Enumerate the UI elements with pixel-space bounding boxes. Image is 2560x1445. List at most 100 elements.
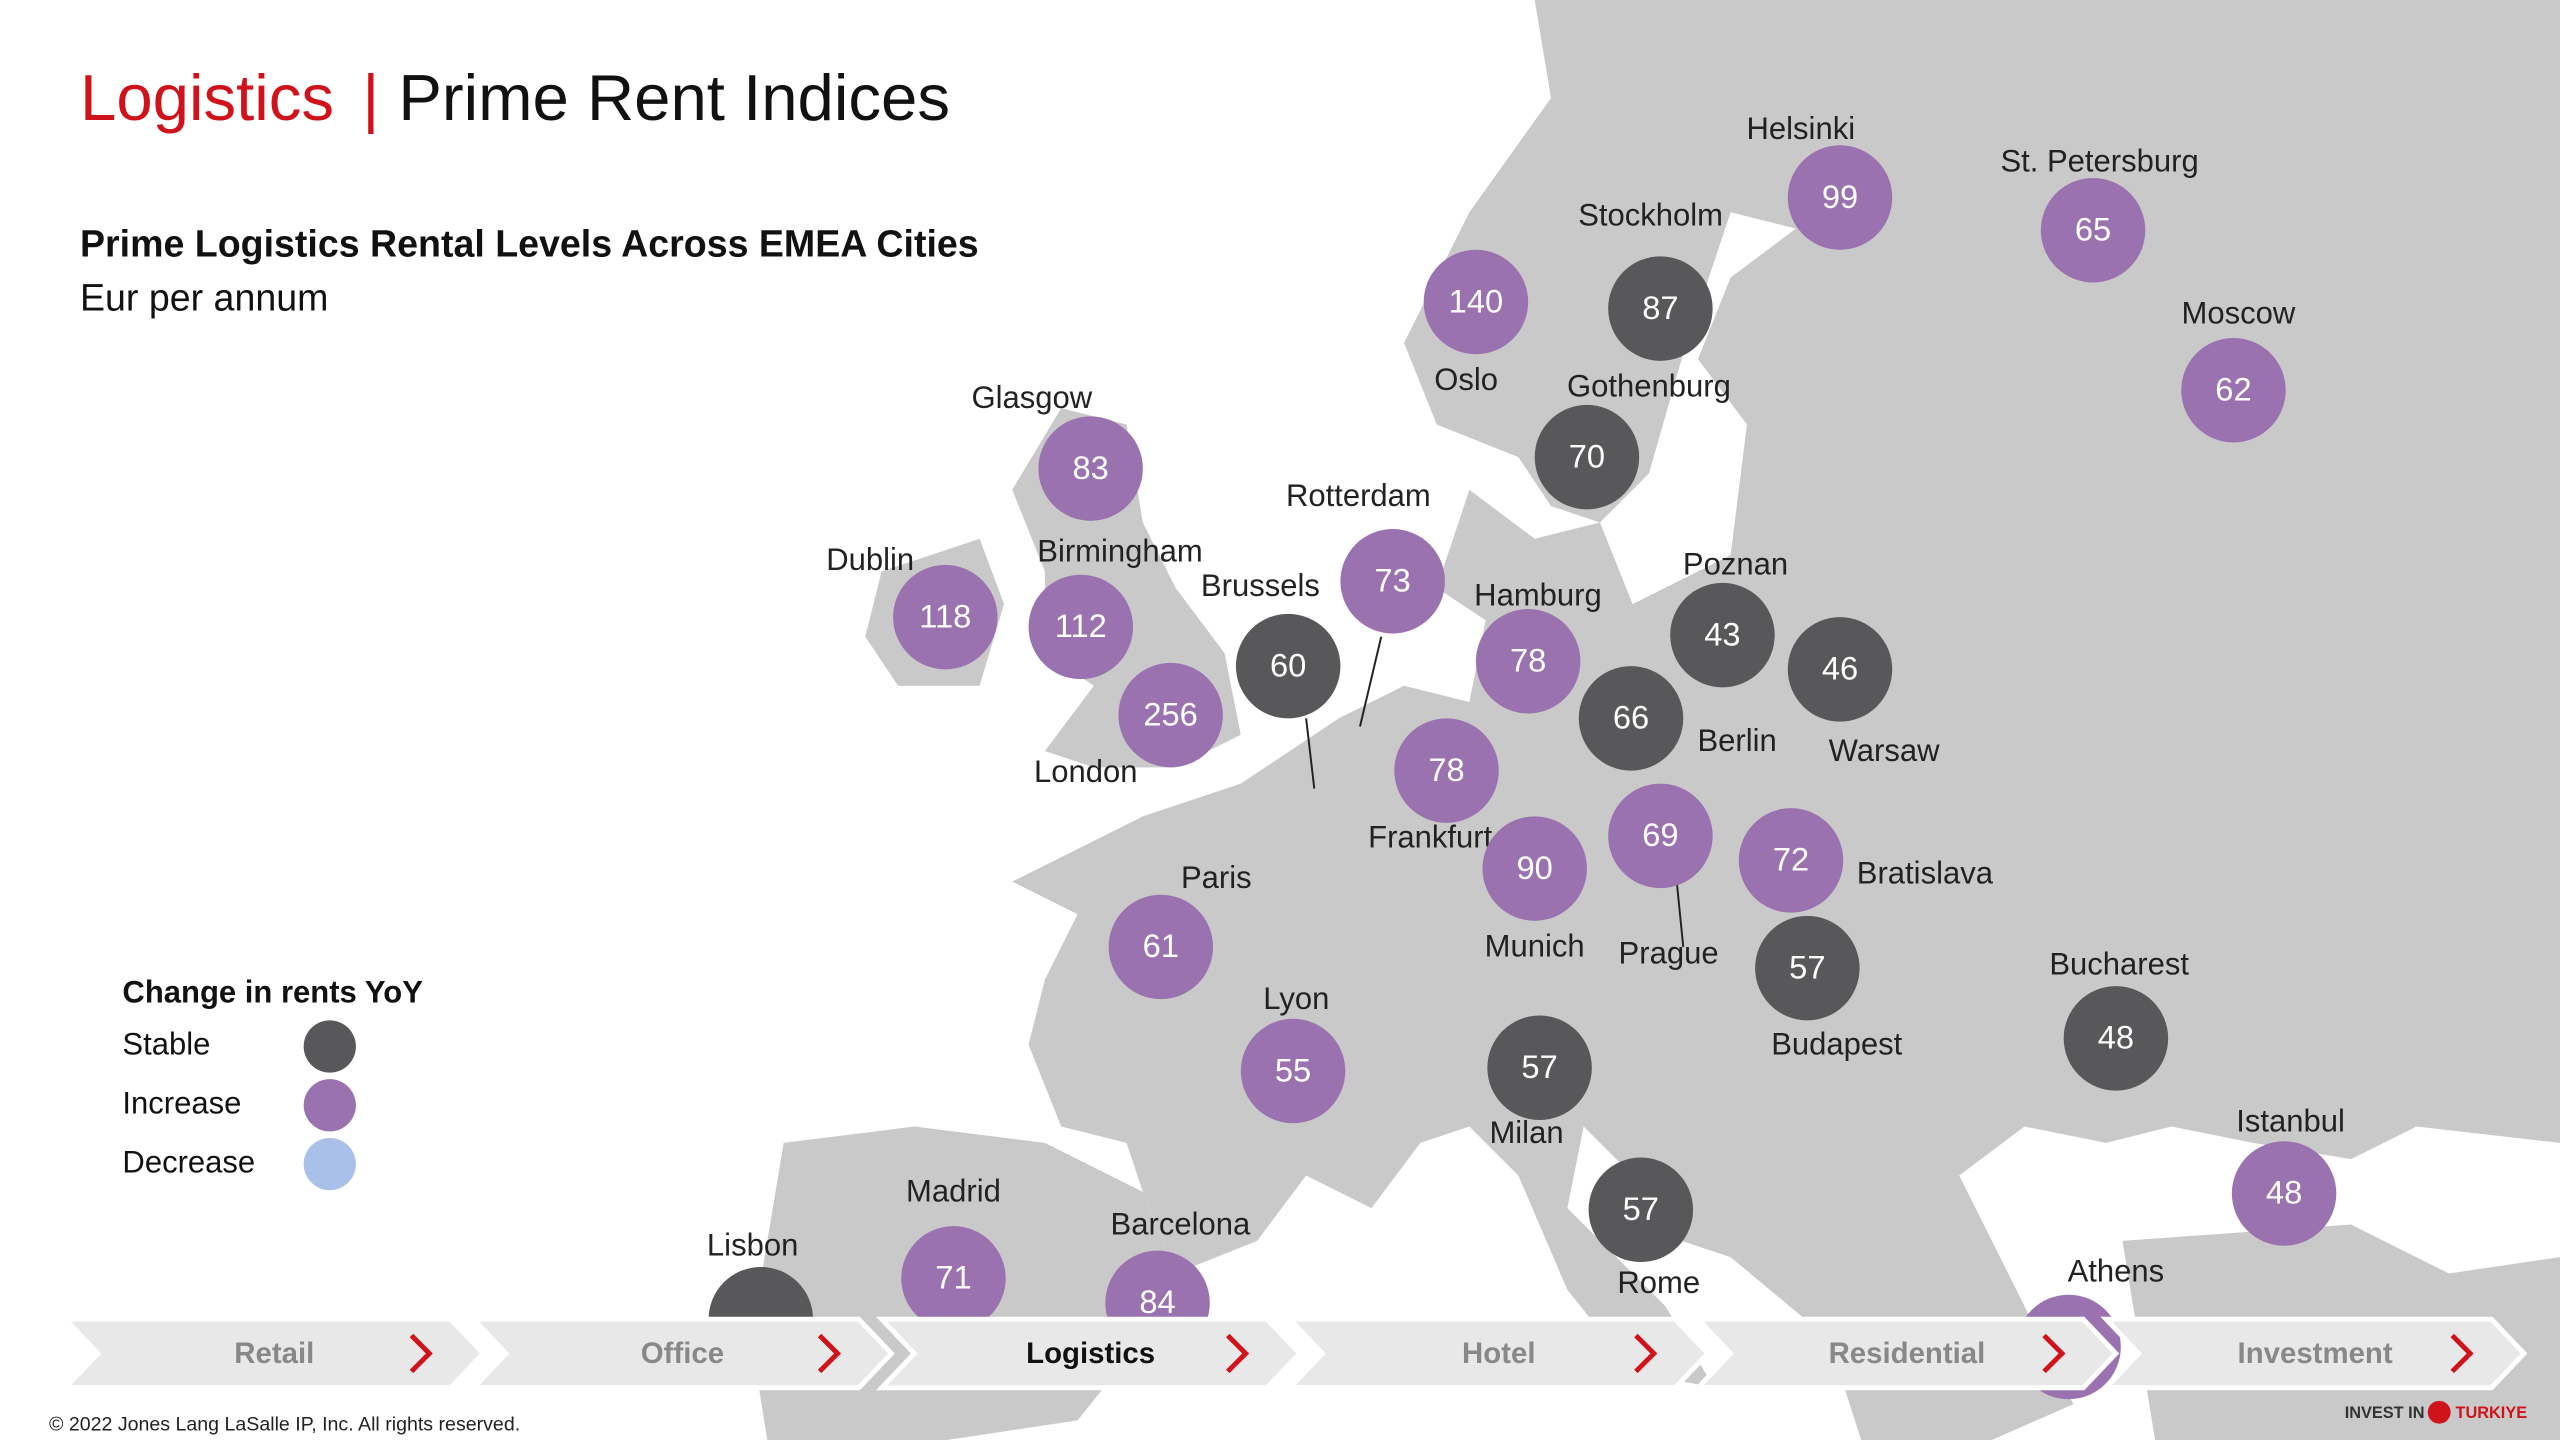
tab-arrow <box>817 1333 842 1374</box>
logo-icon <box>2427 1400 2451 1424</box>
logo-left: INVEST IN <box>2345 1404 2425 1422</box>
city-marker <box>1394 718 1499 823</box>
legend-title: Change in rents YoY <box>122 974 423 1009</box>
leader-line <box>1305 718 1316 789</box>
city-marker <box>1787 617 1893 722</box>
city-value: 118 <box>919 597 971 634</box>
city-value: 48 <box>2098 1019 2134 1056</box>
city-marker <box>1475 608 1581 714</box>
tab-arrow <box>1634 1333 1658 1374</box>
city-name: Hamburg <box>1474 578 1602 613</box>
leader-line <box>1675 881 1685 948</box>
city-value: 140 <box>1449 282 1503 319</box>
city-name: Paris <box>1181 860 1252 895</box>
tab-label[interactable]: Investment <box>2238 1337 2393 1370</box>
tab-label[interactable]: Office <box>641 1337 724 1370</box>
city-marker <box>1608 256 1713 361</box>
city-name: Lyon <box>1263 981 1329 1016</box>
tab-shape[interactable] <box>1284 1316 1712 1391</box>
tab-shape[interactable] <box>875 1316 1303 1391</box>
city-name: Moscow <box>2181 295 2295 330</box>
city-name: Gothenburg <box>1567 369 1731 404</box>
city-name: Milan <box>1489 1115 1563 1150</box>
cities: 99 Helsinki 65 St. Petersburg 87 Stockholm 140… <box>707 111 2345 1400</box>
city-name: Budapest <box>1771 1027 1902 1062</box>
city-marker <box>1240 1018 1346 1124</box>
tab-label[interactable]: Residential <box>1829 1337 1986 1370</box>
city-marker <box>1534 404 1640 510</box>
city-marker <box>1423 249 1529 355</box>
city-name: Glasgow <box>972 380 1093 415</box>
tab-label[interactable]: Hotel <box>1462 1337 1535 1370</box>
city-marker <box>1738 808 1844 913</box>
city-name: Barcelona <box>1111 1206 1251 1241</box>
city-name: Rotterdam <box>1286 478 1431 513</box>
leader-lines <box>1305 636 1685 948</box>
city-marker <box>1670 582 1775 688</box>
legend-swatch <box>303 1079 356 1132</box>
tab-label[interactable]: Logistics <box>1026 1337 1155 1370</box>
city-value: 90 <box>1517 849 1553 886</box>
city-name: Brussels <box>1201 568 1320 603</box>
city-name: Athens <box>2068 1254 2165 1289</box>
city-marker <box>1482 816 1587 921</box>
city-name: Helsinki <box>1747 111 1856 146</box>
city-name: St. Petersburg <box>2000 143 2198 178</box>
city-marker <box>1787 145 1893 250</box>
city-value: 61 <box>1143 927 1179 964</box>
city-value: 84 <box>1139 1283 1175 1320</box>
city-value: 112 <box>1055 607 1107 644</box>
city-value: 72 <box>1773 841 1809 878</box>
tab-shape[interactable] <box>1692 1316 2120 1391</box>
city-marker <box>2231 1141 2337 1246</box>
city-value: 55 <box>1275 1051 1311 1088</box>
city-name: Oslo <box>1434 362 1498 397</box>
city-name: Dublin <box>826 542 914 577</box>
tab-arrow <box>1226 1333 1250 1374</box>
title-separator: | <box>362 61 379 134</box>
city-marker <box>1235 613 1341 719</box>
city-value: 57 <box>1521 1048 1557 1085</box>
city-name: Birmingham <box>1037 534 1202 569</box>
city-name: Frankfurt <box>1368 819 1492 854</box>
city-marker <box>2063 986 2169 1091</box>
tab-label[interactable]: Retail <box>234 1337 314 1370</box>
city-name: Warsaw <box>1829 733 1940 768</box>
tabs: Retail Office Logistics Hotel Residential Inv… <box>59 1316 2528 1391</box>
city-name: Berlin <box>1697 723 1776 758</box>
city-value: 65 <box>2075 210 2111 247</box>
city-value: 71 <box>935 1259 971 1296</box>
city-name: London <box>1034 754 1138 789</box>
city-value: 57 <box>1789 948 1825 985</box>
tab-arrow <box>2450 1333 2474 1374</box>
city-value: 60 <box>1270 646 1306 683</box>
unit: Eur per annum <box>80 276 328 318</box>
tab-shape[interactable] <box>467 1316 895 1391</box>
subtitle: Prime Logistics Rental Levels Across EME… <box>80 222 979 264</box>
city-marker <box>1118 662 1223 768</box>
city-value: 62 <box>2215 370 2251 407</box>
legend-label: Stable <box>122 1027 210 1062</box>
city-value: 78 <box>1428 751 1464 788</box>
city-marker <box>1578 666 1684 771</box>
city-value: 69 <box>1642 816 1678 853</box>
title-accent: Logistics <box>80 61 334 134</box>
city-name: Lisbon <box>707 1228 798 1263</box>
city-value: 70 <box>1569 437 1605 474</box>
city-value: 83 <box>1072 449 1108 486</box>
city-marker <box>1608 783 1713 889</box>
tab-shape[interactable] <box>2100 1316 2528 1391</box>
city-value: 57 <box>1623 1190 1659 1227</box>
city-name: Prague <box>1619 935 1719 970</box>
city-value: 78 <box>1510 641 1546 678</box>
city-marker <box>2181 337 2286 443</box>
copyright: © 2022 Jones Lang LaSalle IP, Inc. All r… <box>49 1413 520 1435</box>
city-marker <box>901 1226 1006 1331</box>
city-marker <box>1487 1015 1592 1120</box>
legend-swatch <box>303 1137 356 1191</box>
city-value: 256 <box>1143 695 1197 732</box>
city-marker <box>1588 1157 1694 1263</box>
tab-shape[interactable] <box>59 1316 487 1391</box>
city-marker <box>1108 894 1214 1000</box>
